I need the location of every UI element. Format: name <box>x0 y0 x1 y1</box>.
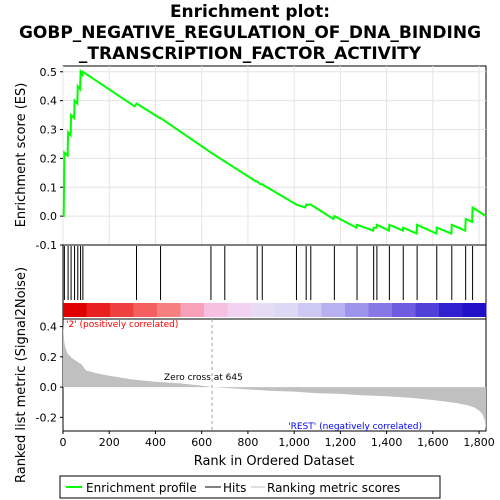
ranking-metric-x-ticks: 0 200 400 600 800 1,000 1,200 1,400 1,600 1,800 <box>60 431 495 449</box>
heatmap-cell <box>133 303 158 317</box>
heatmap-cell <box>321 303 346 317</box>
heatmap-cell <box>439 303 463 317</box>
enrichment-profile-line <box>62 68 487 235</box>
heatmap-cell <box>392 303 416 317</box>
enrichment-plot-frame <box>62 65 487 246</box>
enrichment-y-tick-label: 0.0 <box>40 210 58 223</box>
enrichment-y-tick-label: 0.4 <box>40 95 58 108</box>
enrichment-y-tick-label: 0.5 <box>40 66 58 79</box>
enrichment-y-tick-label: 0.3 <box>40 124 58 137</box>
legend-ranking-metric-label: Ranking metric scores <box>267 481 400 495</box>
ranking-metric-y-tick-label: -0.2 <box>36 411 57 424</box>
legend-enrichment-profile-label: Enrichment profile <box>86 481 197 495</box>
enrichment-y-tick-label: -0.1 <box>36 239 57 252</box>
heatmap-cell <box>345 303 369 317</box>
enrichment-grid <box>62 66 486 246</box>
heatmap-cell <box>157 303 181 317</box>
heatmap-cell <box>251 303 275 317</box>
heatmap-cell <box>462 303 487 317</box>
heatmap-cell <box>86 303 111 317</box>
chart-title-line-1: Enrichment plot: <box>170 2 330 22</box>
ranking-metric-x-tick-label: 1,200 <box>325 436 357 449</box>
hit-lines <box>63 246 474 300</box>
ranking-metric-x-tick-label: 1,800 <box>463 436 495 449</box>
enrichment-y-tick-label: 0.1 <box>40 181 58 194</box>
ranking-metric-y-axis-label: Ranked list metric (Signal2Noise) <box>14 267 29 483</box>
ranking-metric-y-tick-label: 0.4 <box>40 321 58 334</box>
legend-hits-label: Hits <box>223 481 246 495</box>
heatmap-cell <box>204 303 228 317</box>
positive-correlation-label: '2' (positively correlated) <box>66 320 178 330</box>
legend-box <box>59 475 441 499</box>
chart-legend: Enrichment profile Hits Ranking metric s… <box>59 475 441 499</box>
ranking-metric-y-tick-label: 0.0 <box>40 381 58 394</box>
ranking-metric-x-tick-label: 400 <box>145 436 166 449</box>
heatmap-cell <box>180 303 205 317</box>
ranking-metric-x-tick-label: 800 <box>237 436 258 449</box>
heatmap-cell <box>368 303 393 317</box>
heatmap-cell <box>110 303 134 317</box>
chart-title-line-2: GOBP_NEGATIVE_REGULATION_OF_DNA_BINDING <box>19 23 481 43</box>
enrichment-y-ticks: -0.1 0.0 0.1 0.2 0.3 0.4 0.5 <box>36 66 63 252</box>
ranking-metric-x-tick-label: 1,400 <box>371 436 403 449</box>
heatmap-cell <box>274 303 299 317</box>
ranking-metric-y-tick-label: 0.2 <box>40 351 58 364</box>
ranking-metric-x-tick-label: 600 <box>191 436 212 449</box>
heatmap-cell <box>298 303 322 317</box>
ranking-metric-x-tick-label: 1,000 <box>278 436 310 449</box>
heatmap-cell <box>63 303 87 317</box>
hits-panel <box>62 244 487 320</box>
chart-title-line-3: _TRANSCRIPTION_FACTOR_ACTIVITY <box>79 44 422 64</box>
heatmap-cell <box>227 303 252 317</box>
ranking-metric-frame <box>62 318 487 432</box>
ranking-metric-y-ticks: -0.2 0.0 0.2 0.4 <box>36 321 63 424</box>
enrichment-y-tick-label: 0.2 <box>40 152 58 165</box>
zero-cross-annotation: Zero cross at 645 <box>164 373 243 383</box>
ranking-metric-x-axis-label: Rank in Ordered Dataset <box>194 454 355 469</box>
heatmap-cell <box>415 303 440 317</box>
ranking-metric-x-tick-label: 1,600 <box>417 436 449 449</box>
ranking-metric-x-tick-label: 0 <box>60 436 67 449</box>
negative-correlation-label: 'REST' (negatively correlated) <box>288 422 422 432</box>
ranking-metric-x-tick-label: 200 <box>99 436 120 449</box>
enrichment-panel: -0.1 0.0 0.1 0.2 0.3 0.4 0.5 Enrichment score … <box>14 65 487 252</box>
ranking-metric-panel: -0.2 0.0 0.2 0.4 0 200 400 600 800 1,000 1,200 1,4… <box>14 267 495 483</box>
ranking-heatmap-bar <box>63 303 487 317</box>
enrichment-y-axis-label: Enrichment score (ES) <box>14 83 29 228</box>
